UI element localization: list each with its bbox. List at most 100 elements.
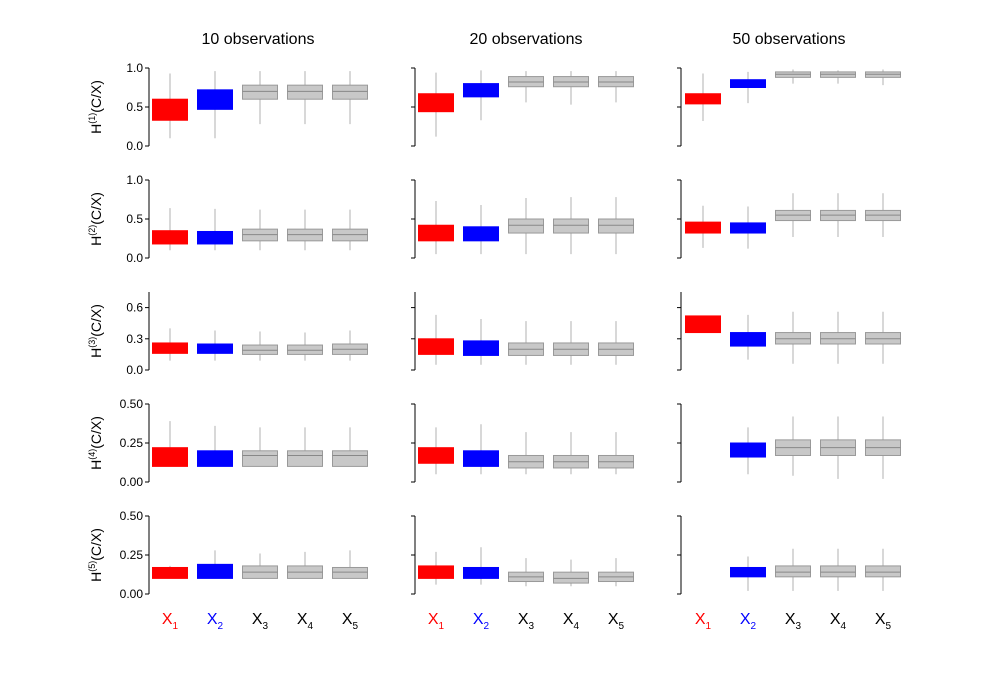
box-X3	[508, 432, 544, 475]
box-X1	[418, 72, 454, 137]
panel-row-3-col-2	[411, 292, 634, 371]
box-iqr	[820, 565, 856, 578]
box-iqr	[197, 343, 233, 354]
x-category-label: X1	[428, 611, 445, 632]
box-X3	[242, 209, 278, 251]
box-X1	[152, 421, 188, 467]
box-iqr	[197, 563, 233, 579]
x-label-subscript: 3	[796, 621, 802, 632]
x-category-label: X3	[252, 611, 269, 632]
box-X4	[553, 197, 589, 255]
box-iqr	[463, 340, 499, 356]
x-label-subscript: 2	[751, 621, 757, 632]
x-category-label: X4	[830, 611, 847, 632]
box-iqr	[775, 565, 811, 578]
panels: H(1)(C/X)0.00.51.0H(2)(C/X)0.00.51.0H(3)…	[87, 61, 901, 601]
x-label-base: X	[473, 611, 484, 628]
y-tick-label: 0.0	[126, 251, 143, 265]
x-category-label: X1	[162, 611, 179, 632]
box-X4	[553, 559, 589, 587]
y-tick-label: 0.0	[126, 139, 143, 153]
y-label-base: H	[88, 572, 104, 582]
box-iqr	[287, 450, 323, 467]
panel-row-4-col-1: 0.00 0.25 0.50	[120, 397, 368, 489]
box-X1	[152, 73, 188, 139]
box-X3	[508, 71, 544, 103]
box-X2	[730, 427, 766, 475]
y-tick-label: 0.25	[120, 436, 144, 450]
box-iqr	[332, 566, 368, 579]
column-title-50: 50 observations	[733, 31, 846, 48]
x-label-base: X	[518, 611, 529, 628]
y-tick-label: 1.0	[126, 61, 143, 75]
box-X2	[197, 330, 233, 361]
box-X5	[598, 197, 634, 255]
box-iqr	[242, 84, 278, 100]
y-axis-label-row-5: H(5)(C/X)	[87, 528, 104, 582]
y-tick-label: 0.25	[120, 548, 144, 562]
box-X3	[775, 416, 811, 476]
box-iqr	[553, 571, 589, 584]
box-X5	[865, 311, 901, 364]
x-category-label: X2	[473, 611, 490, 632]
box-X1	[418, 314, 454, 365]
x-label-subscript: 3	[263, 621, 269, 632]
panel-row-2-col-2	[411, 179, 634, 259]
box-iqr	[685, 315, 721, 334]
column-title-10: 10 observations	[202, 31, 315, 48]
box-iqr	[685, 221, 721, 234]
box-X3	[508, 321, 544, 365]
y-axis-label-row-1: H(1)(C/X)	[87, 80, 104, 134]
box-X2	[197, 208, 233, 251]
box-X3	[242, 71, 278, 125]
box-iqr	[332, 84, 368, 100]
y-tick-label: 0.00	[120, 587, 144, 601]
box-iqr	[820, 332, 856, 345]
box-iqr	[508, 218, 544, 234]
x-label-subscript: 5	[619, 621, 625, 632]
x-label-base: X	[695, 611, 706, 628]
y-tick-label: 0.5	[126, 100, 143, 114]
y-tick-label: 1.0	[126, 173, 143, 187]
box-X3	[242, 331, 278, 361]
y-label-rest: (C/X)	[88, 528, 104, 561]
x-label-base: X	[875, 611, 886, 628]
x-label-subscript: 2	[484, 621, 490, 632]
box-iqr	[553, 218, 589, 234]
box-iqr	[730, 332, 766, 347]
y-axis-label-row-4: H(4)(C/X)	[87, 416, 104, 470]
y-label-base: H	[88, 348, 104, 358]
box-X2	[463, 70, 499, 121]
box-X5	[598, 71, 634, 103]
box-X2	[197, 550, 233, 579]
box-X3	[508, 558, 544, 587]
box-iqr	[865, 565, 901, 578]
box-X2	[730, 71, 766, 104]
box-X1	[418, 201, 454, 255]
y-tick-label: 0.50	[120, 397, 144, 411]
x-category-label: X5	[875, 611, 892, 632]
box-iqr	[287, 344, 323, 355]
box-iqr	[152, 566, 188, 579]
x-label-subscript: 4	[841, 621, 847, 632]
box-X3	[775, 69, 811, 84]
box-X3	[508, 197, 544, 255]
y-tick-label: 0.5	[126, 212, 143, 226]
y-label-superscript: (2)	[87, 225, 97, 236]
y-axis-label-row-3: H(3)(C/X)	[87, 304, 104, 358]
box-X5	[332, 330, 368, 361]
panel-row-1-col-3	[677, 67, 901, 147]
box-iqr	[242, 344, 278, 355]
box-X3	[775, 311, 811, 364]
box-X3	[775, 548, 811, 591]
box-X5	[332, 550, 368, 579]
y-tick-label: 0.6	[126, 301, 143, 315]
panel-row-5-col-1: 0.00 0.25 0.50	[120, 509, 368, 601]
y-label-rest: (C/X)	[88, 192, 104, 225]
panel-row-5-col-2	[411, 515, 634, 595]
box-X3	[775, 193, 811, 237]
y-label-rest: (C/X)	[88, 80, 104, 113]
x-label-subscript: 5	[353, 621, 359, 632]
box-X2	[730, 206, 766, 249]
